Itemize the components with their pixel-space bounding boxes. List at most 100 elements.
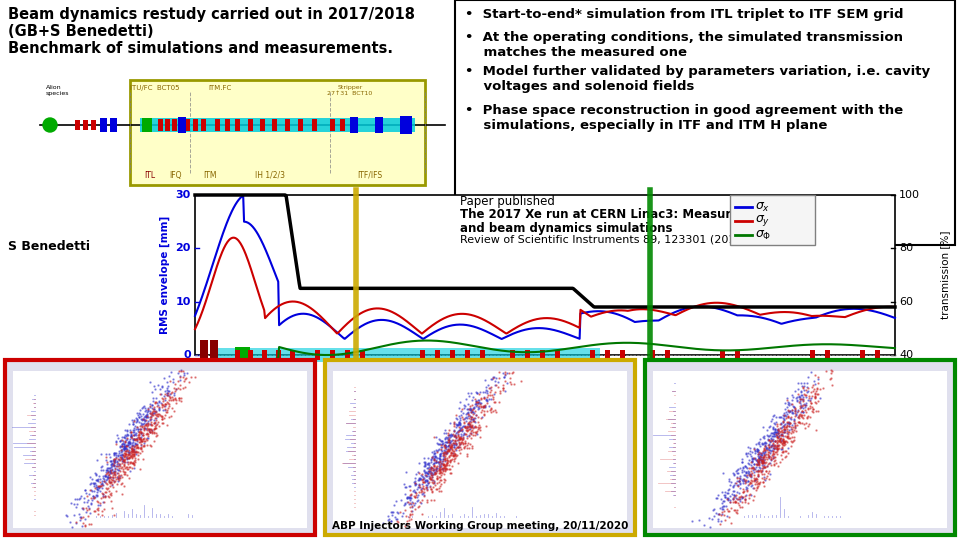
Point	[465, 405, 480, 414]
Point	[514, 376, 529, 385]
Point	[752, 448, 767, 457]
Point	[111, 447, 127, 456]
Point	[139, 436, 155, 444]
Point	[130, 425, 145, 434]
Point	[464, 430, 479, 438]
Point	[745, 454, 760, 462]
Point	[780, 413, 796, 422]
Point	[86, 487, 102, 496]
Point	[121, 446, 136, 455]
Point	[127, 448, 142, 456]
Point	[111, 455, 127, 463]
Point	[463, 420, 478, 429]
Point	[180, 368, 195, 377]
Point	[447, 431, 463, 440]
Point	[782, 407, 798, 415]
Point	[467, 403, 482, 412]
Point	[418, 460, 433, 469]
Point	[435, 461, 450, 470]
Point	[439, 445, 454, 454]
Point	[154, 412, 169, 421]
Point	[147, 407, 162, 416]
Point	[420, 496, 435, 504]
Point	[767, 420, 782, 428]
Point	[714, 508, 730, 517]
Point	[740, 476, 756, 485]
Point	[767, 442, 782, 450]
Point	[732, 479, 748, 488]
Point	[88, 491, 104, 500]
Point	[166, 390, 181, 399]
Point	[89, 505, 105, 514]
Point	[776, 423, 791, 431]
Point	[761, 453, 777, 461]
Text: 80: 80	[899, 244, 913, 253]
Point	[697, 521, 712, 530]
Point	[143, 410, 158, 418]
Point	[426, 459, 442, 468]
Text: ITM.FC: ITM.FC	[208, 85, 231, 91]
Point	[107, 456, 122, 465]
Point	[453, 430, 468, 438]
Point	[750, 467, 765, 475]
Point	[81, 501, 96, 510]
Point	[127, 457, 142, 466]
Point	[93, 482, 108, 490]
Point	[135, 429, 151, 437]
Point	[104, 460, 119, 468]
Point	[104, 490, 119, 499]
Point	[737, 496, 753, 504]
Point	[731, 465, 746, 474]
Point	[125, 448, 140, 457]
Point	[772, 427, 787, 436]
Point	[140, 434, 156, 442]
Point	[455, 434, 470, 443]
Point	[469, 427, 485, 436]
Point	[421, 466, 437, 475]
Point	[454, 435, 469, 444]
Point	[431, 440, 446, 448]
Point	[93, 494, 108, 503]
Point	[130, 448, 145, 456]
Point	[155, 413, 170, 421]
Point	[444, 436, 459, 444]
Point	[460, 439, 475, 448]
Point	[131, 447, 146, 456]
Point	[726, 470, 741, 479]
Bar	[172, 119, 177, 131]
Point	[124, 431, 139, 440]
Point	[433, 468, 448, 477]
Point	[424, 470, 440, 479]
Point	[133, 411, 149, 420]
Point	[139, 411, 155, 420]
Point	[734, 468, 750, 477]
Bar	[510, 350, 515, 360]
Bar	[200, 340, 208, 370]
Point	[783, 413, 799, 421]
Point	[462, 412, 477, 421]
Point	[405, 502, 420, 510]
Point	[485, 372, 500, 381]
Point	[726, 494, 741, 502]
Point	[98, 468, 113, 477]
Point	[413, 498, 428, 507]
Point	[119, 446, 134, 455]
Point	[116, 456, 132, 464]
Point	[468, 422, 483, 431]
Point	[142, 409, 157, 417]
Bar	[13, 371, 307, 528]
Point	[120, 458, 135, 467]
Point	[433, 462, 448, 471]
Point	[132, 433, 147, 441]
Point	[765, 447, 780, 456]
Point	[725, 490, 740, 498]
Point	[402, 492, 418, 501]
Point	[440, 446, 455, 454]
Point	[734, 497, 750, 506]
Point	[391, 518, 406, 526]
Point	[125, 444, 140, 453]
Point	[143, 417, 158, 426]
Point	[159, 377, 175, 386]
Point	[749, 447, 764, 456]
Point	[415, 476, 430, 484]
